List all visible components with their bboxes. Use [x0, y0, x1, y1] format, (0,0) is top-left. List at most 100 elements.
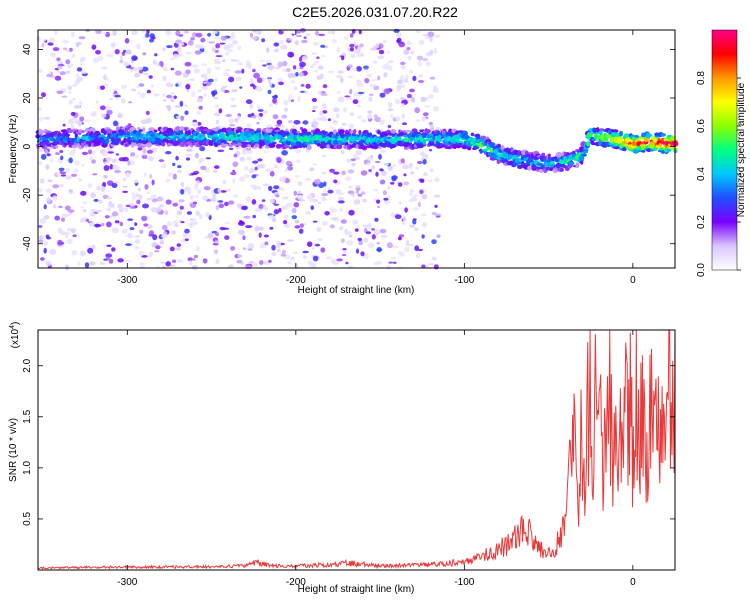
spectrogram-ridge-cell	[643, 136, 649, 143]
spectrogram-ridge-cell	[159, 133, 164, 138]
spectrogram-noise-cell	[417, 201, 421, 208]
spectrogram-noise-cell	[169, 246, 175, 252]
spectrogram-x-ticks: -300 -200 -100 0	[117, 30, 636, 286]
spectrogram-noise-cell	[230, 59, 237, 62]
spectrogram-noise-cell	[322, 189, 327, 193]
spectrogram-noise-cell	[195, 245, 200, 252]
spectrogram-noise-cell	[69, 47, 73, 52]
spectrogram-noise-cell	[193, 68, 200, 74]
spectrogram-noise-cell	[295, 159, 301, 164]
spectrogram-ridge-cell	[264, 145, 270, 149]
spectrogram-noise-cell	[260, 242, 266, 249]
spectrogram-noise-cell	[433, 48, 438, 54]
spectrogram-noise-cell	[67, 85, 72, 91]
spectrogram-noise-cell	[288, 120, 293, 124]
spectrogram-noise-cell	[251, 112, 255, 116]
spectrogram-noise-cell	[368, 169, 372, 173]
spectrogram-noise-cell	[409, 224, 416, 228]
spectrogram-noise-cell	[174, 224, 179, 227]
spectrogram-noise-cell	[172, 202, 179, 207]
spectrogram-noise-cell	[72, 98, 76, 101]
spectrogram-noise-cell	[268, 185, 273, 192]
spectrogram-noise-cell	[129, 206, 135, 209]
spectrogram-noise-cell	[92, 57, 100, 64]
spectrogram-noise-cell	[390, 213, 396, 218]
spectrogram-ridge-cell	[254, 143, 259, 148]
spectrogram-ridge-cell	[227, 130, 232, 136]
spectrogram-noise-cell	[78, 36, 86, 40]
spectrogram-noise-cell	[198, 105, 203, 110]
spectrogram-noise-cell	[194, 195, 199, 198]
spectrogram-noise-cell	[320, 247, 326, 253]
spectrogram-noise-cell	[409, 88, 415, 93]
spectrogram-noise-cell	[114, 94, 121, 98]
spectrogram-noise-cell	[402, 164, 409, 170]
spectrogram-noise-cell	[180, 115, 184, 121]
y-tick-label: 0.5	[22, 512, 33, 526]
spectrogram-noise-cell	[292, 65, 297, 70]
spectrogram-ridge-cell	[432, 135, 436, 140]
spectrogram-noise-cell	[125, 172, 131, 178]
spectrogram-noise-cell	[238, 229, 246, 235]
spectrogram-noise-cell	[387, 51, 391, 54]
spectrogram-noise-cell	[197, 44, 205, 49]
spectrogram-noise-cell	[346, 240, 354, 246]
spectrogram-noise-cell	[414, 107, 421, 114]
spectrogram-ridge-cell	[547, 153, 551, 158]
spectrogram-noise-cell	[340, 238, 345, 243]
spectrogram-ridge-cell	[666, 148, 672, 152]
spectrogram-noise-cell	[433, 264, 439, 270]
spectrogram-noise-cell	[264, 110, 268, 115]
spectrogram-noise-cell	[314, 178, 321, 185]
spectrogram-noise-cell	[230, 246, 236, 251]
spectrogram-noise-cell	[137, 147, 142, 151]
spectrogram-noise-cell	[348, 185, 353, 189]
spectrogram-noise-cell	[373, 114, 378, 118]
spectrogram-noise-cell	[311, 121, 319, 127]
spectrogram-noise-cell	[70, 111, 76, 116]
spectrogram-noise-cell	[46, 197, 51, 203]
spectrogram-noise-cell	[363, 238, 369, 243]
spectrogram-noise-cell	[195, 180, 200, 186]
spectrogram-noise-cell	[106, 207, 111, 212]
spectrogram-ridge-cell	[497, 143, 501, 149]
spectrogram-noise-cell	[390, 181, 395, 185]
spectrogram-ridge-cell	[350, 136, 356, 142]
spectrogram-noise-cell	[95, 29, 102, 34]
spectrogram-noise-cell	[142, 72, 149, 76]
spectrogram-noise-cell	[112, 164, 118, 171]
spectrogram-noise-cell	[43, 247, 47, 254]
spectrogram-noise-cell	[402, 216, 407, 222]
spectrogram-noise-cell	[278, 207, 282, 213]
spectrogram-noise-cell	[45, 164, 50, 170]
spectrogram-noise-cell	[394, 98, 401, 105]
spectrogram-noise-cell	[368, 242, 375, 249]
spectrogram-noise-cell	[204, 236, 209, 239]
spectrogram-ridge-cell	[213, 133, 218, 137]
spectrogram-noise-cell	[121, 84, 128, 89]
spectrogram-noise-cell	[127, 232, 133, 239]
x-tick-label: 0	[630, 275, 636, 286]
spectrogram-noise-cell	[369, 93, 374, 96]
spectrogram-noise-cell	[329, 168, 335, 173]
spectrogram-noise-cell	[251, 199, 257, 205]
spectrogram-noise-cell	[172, 259, 177, 263]
spectrogram-noise-cell	[299, 223, 304, 228]
x-tick-label: -300	[117, 577, 137, 588]
spectrogram-noise-cell	[402, 220, 406, 226]
spectrogram-noise-cell	[256, 29, 262, 35]
spectrogram-noise-cell	[150, 84, 154, 88]
spectrogram-noise-cell	[359, 43, 364, 48]
spectrogram-noise-cell	[268, 259, 272, 263]
spectrogram-ridge-cell	[338, 129, 345, 134]
spectrogram-noise-cell	[337, 97, 345, 103]
spectrogram-noise-cell	[156, 196, 164, 202]
spectrogram-noise-cell	[329, 224, 335, 229]
spectrogram-noise-cell	[44, 149, 48, 155]
spectrogram-noise-cell	[336, 46, 341, 53]
spectrogram-noise-cell	[186, 148, 193, 152]
spectrogram-noise-cell	[82, 209, 87, 213]
spectrogram-noise-cell	[429, 148, 432, 152]
spectrogram-noise-cell	[52, 184, 60, 189]
spectrogram-noise-cell	[318, 33, 325, 37]
